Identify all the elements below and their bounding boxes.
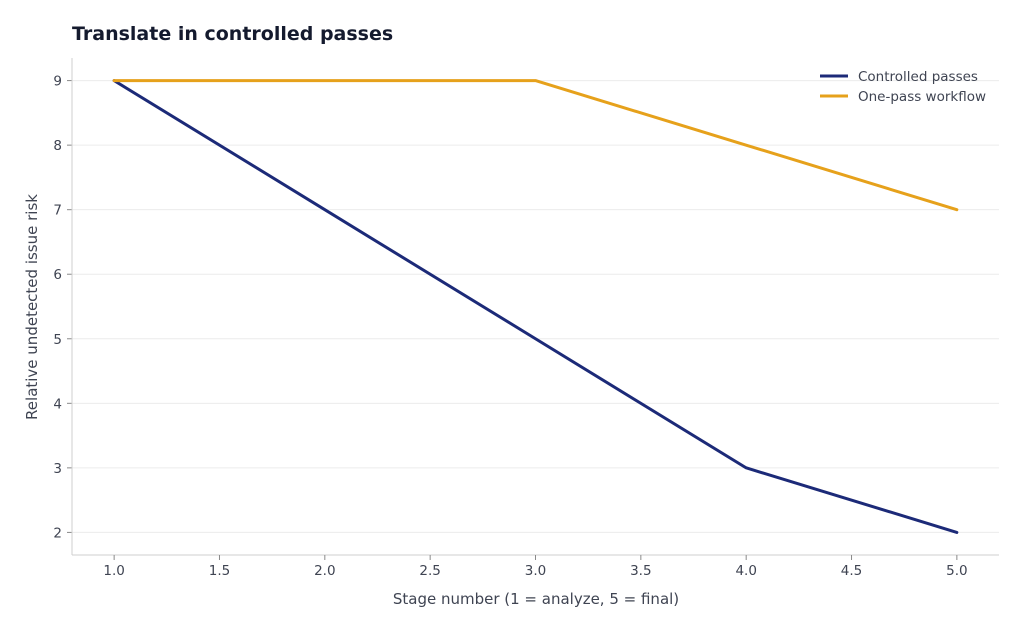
x-tick-label: 4.0 [735, 563, 756, 579]
x-tick-label: 1.0 [103, 563, 124, 579]
x-axis-label: Stage number (1 = analyze, 5 = final) [393, 590, 679, 608]
y-tick-label: 5 [53, 332, 62, 348]
x-tick-label: 2.5 [419, 563, 440, 579]
x-tick-label: 1.5 [209, 563, 230, 579]
y-tick-label: 3 [53, 461, 62, 477]
x-tick-label: 5.0 [946, 563, 967, 579]
y-axis-label: Relative undetected issue risk [23, 194, 41, 420]
y-tick-label: 4 [53, 396, 62, 412]
legend-label: Controlled passes [858, 69, 978, 85]
x-tick-label: 3.5 [630, 563, 651, 579]
series-line-one-pass-workflow [112, 79, 959, 212]
series-line-controlled-passes [112, 79, 959, 534]
y-tick-label: 2 [53, 525, 62, 541]
legend: Controlled passes One-pass workflow [820, 69, 986, 105]
y-tick-label: 7 [53, 203, 62, 219]
x-tick-label: 2.0 [314, 563, 335, 579]
x-tick-label: 4.5 [841, 563, 862, 579]
y-tick-label: 6 [53, 267, 62, 283]
y-tick-label: 9 [53, 74, 62, 90]
y-tick-label: 8 [53, 138, 62, 154]
grid-lines [72, 80, 999, 533]
legend-label: One-pass workflow [858, 89, 986, 105]
series-lines [112, 79, 959, 534]
chart-title: Translate in controlled passes [72, 23, 393, 45]
x-tick-label: 3.0 [525, 563, 546, 579]
axes: 2 3 4 5 6 7 8 9 1.0 1.5 2.0 2.5 3.0 3.5 4.0 4.5 5.0 [53, 58, 999, 579]
